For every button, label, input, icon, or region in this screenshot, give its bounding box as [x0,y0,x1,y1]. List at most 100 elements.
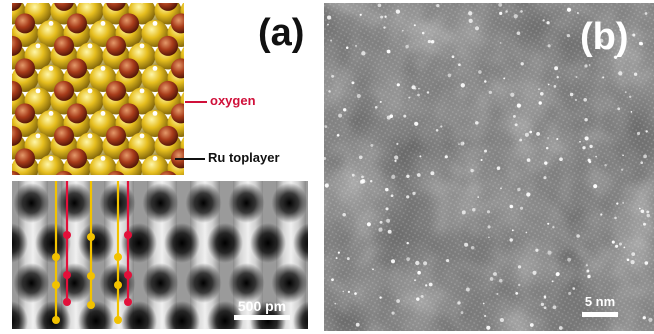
adsorbate-dot [418,87,420,90]
adsorbate-dot [451,55,455,59]
adsorbate-dot [540,302,545,307]
adsorbate-dot [327,23,329,26]
adsorbate-dot [582,45,587,49]
adsorbate-dot [423,261,428,266]
adsorbate-dot [489,277,494,281]
stm-dark-spot [121,223,157,263]
oxygen-atom [12,35,22,56]
adsorbate-dot [620,168,624,171]
adsorbate-dot [419,155,422,158]
adsorbate-dot [406,195,410,199]
adsorbate-dot [551,280,554,283]
adsorbate-dot [498,3,503,7]
adsorbate-dot [385,187,389,192]
adsorbate-dot [359,179,365,184]
adsorbate-dot [414,279,416,282]
oxygen-atom [15,58,35,79]
adsorbate-dot [555,272,560,276]
adsorbate-dot [584,136,589,141]
panel-label-b: (b) [580,16,629,58]
stm-dark-spot [78,301,114,329]
adsorbate-dot [628,95,632,99]
adsorbate-dot [416,297,420,301]
oxygen-atom [67,58,87,79]
adsorbate-dot [588,160,592,164]
marker-dot [63,271,71,279]
scale-bar-b-label: 5 nm [585,294,615,309]
stm-image-a: 500 pm [12,181,308,329]
hollow-site [48,155,54,161]
adsorbate-dot [512,114,516,118]
adsorbate-dot [421,31,425,35]
adsorbate-dot [513,14,518,19]
adsorbate-dot [428,282,433,287]
adsorbate-dot [416,173,421,177]
stm-dark-spot [56,183,93,223]
adsorbate-dot [500,187,502,190]
hollow-site [48,110,54,116]
adsorbate-dot [413,24,416,27]
adsorbate-dot [511,229,514,232]
stm-dark-spot [56,263,93,303]
adsorbate-dot [394,159,397,163]
adsorbate-dot [496,292,499,296]
adsorbate-dot [366,222,371,227]
adsorbate-dot [614,216,617,220]
adsorbate-dot [643,154,647,159]
oxygen-atom [119,58,139,79]
hollow-site [152,65,158,71]
adsorbate-dot [415,260,420,266]
adsorbate-dot [516,103,522,108]
oxygen-atom [159,170,177,175]
adsorbate-dot [475,121,479,125]
scale-bar-a-label: 500 pm [238,298,286,314]
adsorbate-dot [493,272,497,276]
adsorbate-dot [520,62,524,66]
adsorbate-dot [611,240,615,244]
adsorbate-dot [520,10,523,13]
adsorbate-dot [636,131,641,136]
adsorbate-dot [547,222,550,225]
adsorbate-dot [619,28,623,32]
adsorbate-dot [644,261,649,265]
oxygen-atom [171,13,184,34]
stm-dark-spot [12,223,28,263]
adsorbate-dot [588,64,591,66]
oxygen-atom [15,13,35,34]
adsorbate-dot [648,317,653,322]
oxygen-atom [15,103,35,124]
adsorbate-dot [587,274,591,279]
adsorbate-dot [582,146,586,150]
adsorbate-dot [414,121,419,126]
adsorbate-dot [638,207,641,210]
adsorbate-dot [618,71,623,76]
adsorbate-dot [526,158,531,162]
oxygen-atom [158,3,178,11]
adsorbate-dot [503,77,506,80]
adsorbate-dot [412,191,416,196]
adsorbate-dot [583,97,588,102]
adsorbate-dot [529,130,533,134]
adsorbate-dot [613,55,618,59]
marker-dot [52,253,60,261]
adsorbate-dot [361,175,364,179]
adsorbate-dot [391,174,396,179]
adsorbate-dot [386,49,391,54]
adsorbate-dot [509,238,513,242]
hollow-site [100,20,106,26]
adsorbate-dot [539,91,544,96]
adsorbate-dot [380,15,384,19]
adsorbate-dot [389,114,394,118]
scale-bar-a [234,315,290,320]
adsorbate-dot [458,63,461,67]
adsorbate-dot [579,140,581,143]
adsorbate-dot [396,299,401,303]
ru-toplayer-atom [141,155,169,175]
stm-dark-spot [207,223,243,263]
oxygen-atom [54,80,74,101]
adsorbate-dot [324,125,328,128]
adsorbate-dot [538,101,542,105]
adsorbate-dot [517,283,521,287]
adsorbate-dot [496,166,501,170]
adsorbate-dot [358,155,363,160]
